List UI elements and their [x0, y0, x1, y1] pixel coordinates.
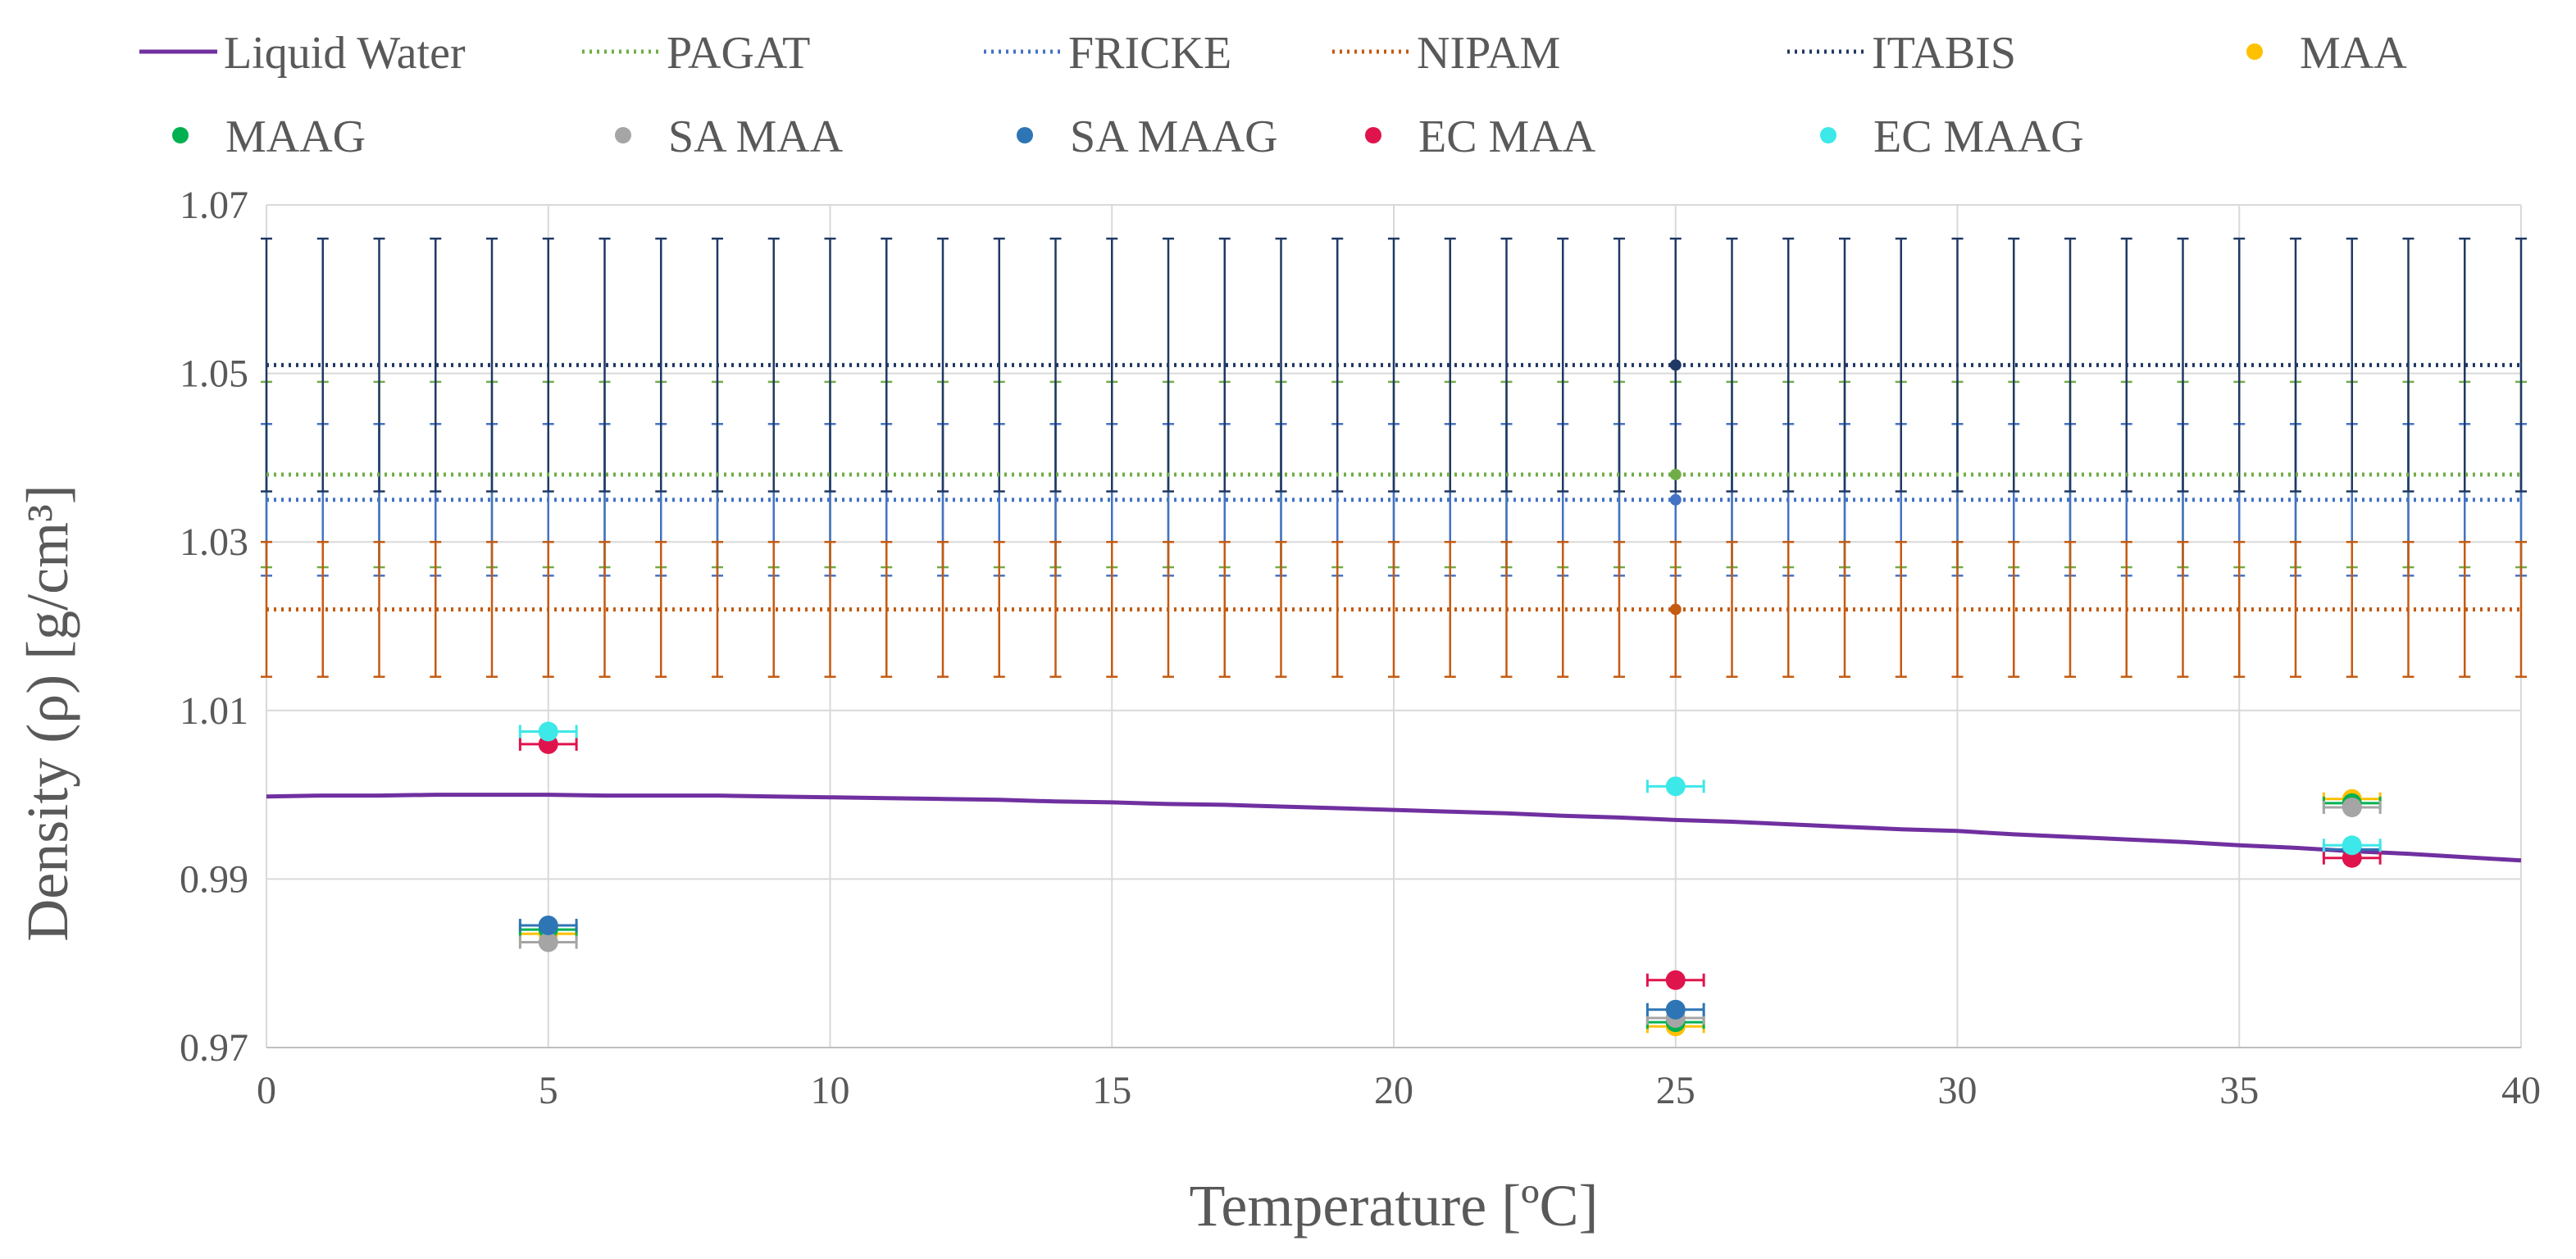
reference-marker	[1669, 359, 1682, 371]
x-tick-label: 5	[539, 1069, 558, 1112]
legend-label: SA MAA	[668, 111, 844, 162]
legend-item: ITABIS	[1787, 28, 2016, 79]
y-tick-label: 1.01	[180, 689, 248, 733]
legend-label: MAA	[2300, 28, 2407, 79]
legend-label: EC MAAG	[1873, 111, 2084, 162]
legend-label: Liquid Water	[224, 28, 466, 79]
data-point	[538, 915, 558, 935]
legend-label: MAAG	[225, 111, 366, 162]
legend-item: MAAG	[172, 111, 366, 162]
y-tick-label: 0.97	[180, 1026, 248, 1070]
legend-marker	[172, 127, 189, 143]
legend-item: PAGAT	[582, 28, 810, 79]
legend-label: PAGAT	[667, 28, 810, 79]
x-tick-label: 0	[257, 1069, 276, 1112]
data-point	[538, 721, 558, 742]
legend-item: Liquid Water	[139, 28, 466, 79]
legend-label: EC MAA	[1418, 111, 1596, 162]
legend-item: FRICKE	[984, 28, 1231, 79]
legend-item: SA MAA	[615, 111, 844, 162]
legend-label: SA MAAG	[1070, 111, 1278, 162]
legend-item: EC MAAG	[1820, 111, 2084, 162]
legend-label: FRICKE	[1068, 28, 1231, 79]
legend-marker	[615, 127, 631, 143]
data-point	[2342, 798, 2362, 818]
data-point	[1665, 776, 1686, 797]
y-tick-label: 0.99	[180, 857, 248, 901]
legend-marker	[1365, 127, 1381, 143]
legend-marker	[1820, 127, 1836, 143]
x-tick-label: 35	[2219, 1069, 2259, 1112]
x-axis-title: Temperature [ºC]	[1189, 1173, 1598, 1239]
reference-marker	[1669, 493, 1682, 506]
x-tick-label: 10	[811, 1069, 850, 1112]
reference-marker	[1669, 468, 1682, 480]
legend-marker	[1017, 127, 1033, 143]
y-tick-label: 1.03	[180, 520, 248, 564]
legend-item: EC MAA	[1365, 111, 1596, 162]
y-axis-title: Density (ρ) [g/cm³]	[15, 484, 80, 941]
data-point	[538, 932, 558, 952]
legend: Liquid Water PAGAT FRICKE NIPAM ITABIS MAA MAA…	[139, 28, 2407, 162]
x-axis-ticks: 0 5 10 15 20 25 30 35 40	[257, 1069, 2541, 1112]
x-tick-label: 20	[1374, 1069, 1413, 1112]
x-tick-label: 25	[1656, 1069, 1695, 1112]
legend-item: NIPAM	[1332, 28, 1560, 79]
data-points	[518, 721, 2382, 1037]
legend-item: MAA	[2246, 28, 2407, 79]
y-tick-label: 1.07	[180, 184, 248, 227]
reference-marker	[1669, 603, 1682, 616]
data-point	[1665, 970, 1686, 990]
legend-label: ITABIS	[1872, 28, 2016, 79]
liquid-water-line	[266, 793, 2522, 863]
legend-item: SA MAAG	[1017, 111, 1278, 162]
x-tick-label: 30	[1938, 1069, 1978, 1112]
y-tick-label: 1.05	[180, 352, 248, 396]
data-point	[1665, 999, 1686, 1020]
x-tick-label: 40	[2501, 1069, 2541, 1112]
x-tick-label: 15	[1092, 1069, 1131, 1112]
liquid-water-series	[266, 793, 2522, 863]
data-point	[2342, 835, 2362, 856]
y-axis-ticks: 0.97 0.99 1.01 1.03 1.05 1.07	[180, 184, 248, 1070]
legend-marker	[2246, 43, 2263, 60]
reference-lines	[266, 359, 2521, 616]
legend-label: NIPAM	[1417, 28, 1560, 79]
